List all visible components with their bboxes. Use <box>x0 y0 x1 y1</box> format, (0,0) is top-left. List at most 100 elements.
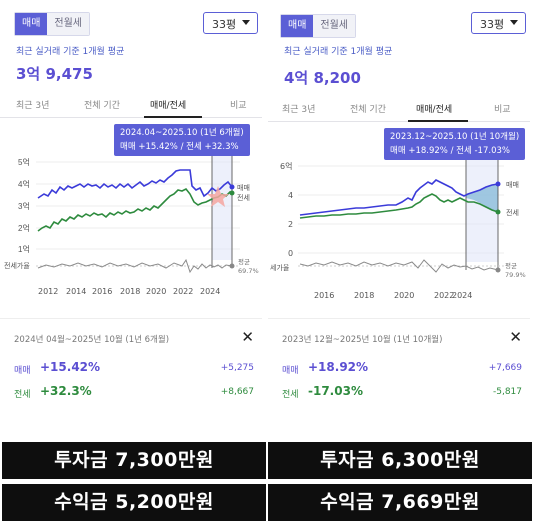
summary-jeonse-delta: +8,667 <box>220 387 254 397</box>
tooltip-period: 2023.12~2025.10 (1년 10개월) <box>390 132 520 142</box>
x-tick: 2024 <box>200 287 220 296</box>
summary-jeonse-label: 전세 <box>282 390 299 400</box>
tooltip-period: 2024.04~2025.10 (1년 6개월) <box>120 128 244 138</box>
summary-period: 2024년 04월~2025년 10월 (1년 6개월) <box>14 335 170 345</box>
close-icon[interactable]: ✕ <box>509 328 522 346</box>
chevron-down-icon <box>242 20 250 25</box>
tab-compare[interactable]: 비교 <box>494 105 511 115</box>
tab-compare[interactable]: 비교 <box>230 101 247 111</box>
legend-sale: 매매 <box>506 181 519 189</box>
x-tick: 2018 <box>354 291 374 300</box>
summary-sale-label: 매매 <box>14 366 31 376</box>
sale-series-line <box>299 179 499 216</box>
summary-jeonse-pct: -17.03% <box>308 384 363 398</box>
close-icon[interactable]: ✕ <box>241 328 254 346</box>
tab-sale-jeonse[interactable]: 매매/전세 <box>416 105 453 115</box>
size-value: 33평 <box>480 18 505 31</box>
ratio-series-line <box>37 258 233 274</box>
x-tick: 2022 <box>173 287 193 296</box>
price-subtitle: 최근 실거래 기준 1개월 평균 <box>16 47 125 57</box>
y-tick: 6억 <box>280 161 292 171</box>
ratio-endpoint <box>495 267 501 273</box>
ratio-endpoint <box>229 263 235 269</box>
summary-sale-pct: +18.92% <box>308 360 369 374</box>
toggle-sale[interactable]: 매매 <box>15 13 48 35</box>
tab-all-period[interactable]: 전체 기간 <box>350 105 386 115</box>
price-chart: 5억 4억 3억 2억 1억 매매 전세 전세가율 평균 69.7% 2012 … <box>4 140 259 296</box>
summary-jeonse-pct: +32.3% <box>40 384 92 398</box>
size-value: 33평 <box>212 18 237 31</box>
sale-endpoint <box>495 181 501 187</box>
legend-jeonse: 전세 <box>237 193 250 202</box>
period-tabs: 최근 3년 전체 기간 매매/전세 비교 <box>268 96 530 122</box>
x-tick: 2024 <box>452 291 472 300</box>
y-tick: 0 <box>288 249 293 258</box>
change-summary: 2023년 12월~2025년 10월 (1년 10개월) ✕ 매매 +18.9… <box>268 318 530 430</box>
tab-sale-jeonse[interactable]: 매매/전세 <box>150 101 187 111</box>
tab-recent-3y[interactable]: 최근 3년 <box>282 105 316 115</box>
y-tick: 1억 <box>18 244 30 254</box>
x-tick: 2016 <box>92 287 112 296</box>
sale-endpoint <box>229 184 235 190</box>
period-tooltip: 2024.04~2025.10 (1년 6개월) 매매 +15.42% / 전세… <box>114 124 250 156</box>
chevron-down-icon <box>510 20 518 25</box>
trade-type-toggle[interactable]: 매매 전월세 <box>14 12 91 36</box>
x-tick: 2018 <box>120 287 140 296</box>
jeonse-endpoint <box>229 190 235 196</box>
toggle-jeonse[interactable]: 전월세 <box>313 15 356 37</box>
y-tick: 5억 <box>18 157 30 167</box>
summary-jeonse-label: 전세 <box>14 390 31 400</box>
price-subtitle: 최근 실거래 기준 1개월 평균 <box>284 47 393 57</box>
sale-series-line <box>37 169 233 199</box>
size-select[interactable]: 33평 <box>471 12 526 34</box>
legend-sale: 매매 <box>237 184 250 192</box>
tab-recent-3y[interactable]: 최근 3년 <box>16 101 50 111</box>
left-panel: 매매 전월세 33평 최근 실거래 기준 1개월 평균 3억 9,475 최근 … <box>0 0 262 430</box>
summary-sale-label: 매매 <box>282 366 299 376</box>
toggle-jeonse[interactable]: 전월세 <box>47 13 90 35</box>
price-value: 3억 9,475 <box>16 65 93 83</box>
tooltip-change: 매매 +18.92% / 전세 -17.03% <box>390 146 510 156</box>
profit-banner-right: 수익금 7,669만원 <box>268 484 532 521</box>
ratio-avg-label: 평균 <box>238 257 250 266</box>
y-tick: 3억 <box>18 201 30 211</box>
ratio-value: 69.7% <box>238 267 259 275</box>
jeonse-series-line <box>299 193 499 219</box>
change-summary: 2024년 04월~2025년 10월 (1년 6개월) ✕ 매매 +15.42… <box>0 318 262 430</box>
y-tick: 4억 <box>18 179 30 189</box>
trade-type-toggle[interactable]: 매매 전월세 <box>280 14 357 38</box>
toggle-sale[interactable]: 매매 <box>281 15 314 37</box>
x-tick: 2014 <box>66 287 86 296</box>
size-select[interactable]: 33평 <box>203 12 258 34</box>
tab-underline <box>408 120 468 122</box>
x-tick: 2020 <box>146 287 166 296</box>
y-tick: 2억 <box>18 223 30 233</box>
ratio-label: 전세가율 <box>4 261 30 270</box>
ratio-series-line <box>299 259 499 273</box>
x-tick: 2022 <box>434 291 454 300</box>
x-tick: 2012 <box>38 287 58 296</box>
ratio-avg-label: 평균 <box>505 261 517 270</box>
tab-all-period[interactable]: 전체 기간 <box>84 101 120 111</box>
x-tick: 2020 <box>394 291 414 300</box>
summary-jeonse-delta: -5,817 <box>492 387 522 397</box>
price-chart: 6억 4 2 0 매매 전세 세가율 평균 79.9% 2016 2018 20… <box>270 144 526 300</box>
period-tabs: 최근 3년 전체 기간 매매/전세 비교 <box>0 92 262 118</box>
jeonse-endpoint <box>495 209 501 215</box>
invest-banner-left: 투자금 7,300만원 <box>2 442 266 479</box>
tab-underline <box>144 116 202 118</box>
jeonse-series-line <box>37 187 233 232</box>
profit-banner-left: 수익금 5,200만원 <box>2 484 266 521</box>
legend-jeonse: 전세 <box>506 208 519 217</box>
ratio-label: 세가율 <box>270 263 290 272</box>
summary-sale-delta: +5,275 <box>220 363 254 373</box>
summary-period: 2023년 12월~2025년 10월 (1년 10개월) <box>282 335 443 345</box>
summary-sale-delta: +7,669 <box>488 363 522 373</box>
invest-banner-right: 투자금 6,300만원 <box>268 442 532 479</box>
highlight-marker-icon <box>207 186 229 207</box>
summary-sale-pct: +15.42% <box>40 360 101 374</box>
y-tick: 4 <box>288 191 293 200</box>
gap-area <box>466 184 498 212</box>
price-value: 4억 8,200 <box>284 69 361 87</box>
tooltip-change: 매매 +15.42% / 전세 +32.3% <box>120 142 239 152</box>
